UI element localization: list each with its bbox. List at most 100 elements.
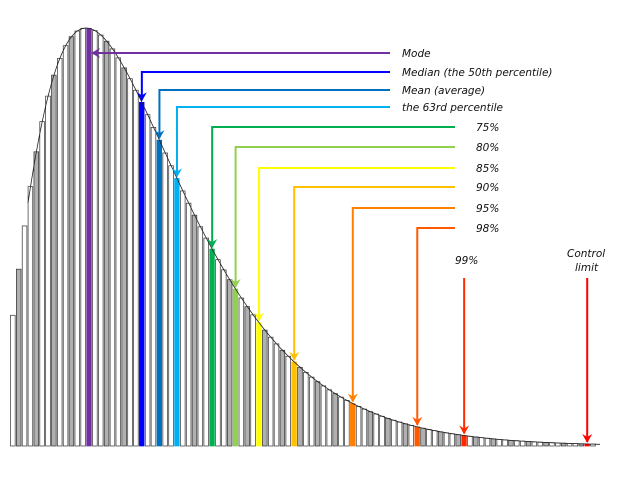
histogram-bar	[267, 336, 274, 447]
histogram-bar	[355, 406, 362, 447]
histogram-bar	[537, 441, 543, 447]
label-control-limit-line2: limit	[575, 262, 599, 274]
histogram-bar	[350, 403, 356, 447]
marker-line	[351, 207, 455, 402]
histogram-bar	[121, 67, 127, 447]
histogram-bar	[309, 376, 315, 447]
marker-labels: Mode Median (the 50th percentile) Mean (…	[402, 48, 605, 274]
arrowhead-icon	[289, 351, 300, 361]
histogram-bar	[16, 268, 22, 447]
histogram-bar	[174, 178, 180, 447]
histogram-bar	[496, 439, 502, 447]
histogram-bar	[215, 259, 221, 447]
histogram-bar	[414, 426, 420, 447]
histogram-bar	[443, 432, 450, 447]
arrowhead-icon	[254, 312, 265, 322]
histogram-bar	[150, 127, 157, 447]
histogram-bar	[314, 381, 321, 447]
histogram-bar	[543, 442, 549, 447]
marker-line	[158, 89, 390, 139]
histogram-bar	[144, 114, 151, 447]
histogram-bar	[51, 74, 57, 447]
histogram-bar	[514, 440, 520, 447]
arrowhead-icon	[136, 92, 147, 102]
marker-line	[234, 146, 455, 288]
arrowhead-icon	[459, 425, 470, 435]
histogram-bar	[98, 34, 104, 447]
arrowhead-icon	[412, 416, 423, 426]
histogram-bar	[133, 89, 139, 447]
arrowhead-icon	[230, 279, 241, 289]
histogram-bar	[262, 329, 268, 447]
histogram-bar	[74, 30, 80, 447]
label-85: 85%	[476, 163, 499, 175]
arrowhead-icon	[91, 48, 101, 58]
histogram-bar	[180, 190, 186, 447]
histogram-bar	[291, 361, 297, 447]
histogram-bar	[203, 237, 209, 447]
marker-line	[211, 126, 455, 248]
label-90: 90%	[476, 182, 499, 194]
histogram-bar	[197, 226, 204, 447]
histogram-bar	[549, 442, 555, 447]
histogram-bar	[250, 314, 256, 447]
histogram-bar	[379, 415, 385, 447]
marker-line	[258, 167, 455, 321]
histogram-bar	[402, 423, 409, 447]
histogram-bar	[408, 425, 414, 447]
label-63rd-percentile: the 63rd percentile	[402, 102, 503, 114]
histogram-bar	[232, 288, 239, 447]
label-99: 99%	[455, 255, 478, 267]
histogram-bar	[426, 429, 432, 447]
histogram-bar	[115, 57, 121, 447]
label-80: 80%	[476, 142, 499, 154]
histogram-bar	[238, 297, 245, 447]
histogram-bar	[185, 202, 192, 447]
histogram-bar	[344, 400, 350, 447]
histogram-bar	[320, 385, 327, 447]
label-mean: Mean (average)	[402, 85, 485, 97]
percentile-markers	[91, 48, 593, 443]
histogram-bar	[127, 78, 133, 447]
histogram-bar	[484, 437, 491, 447]
label-98: 98%	[476, 223, 499, 235]
marker-line	[293, 186, 455, 360]
histogram-bar	[455, 434, 461, 447]
label-mode: Mode	[402, 48, 431, 60]
histogram-bar	[303, 372, 309, 447]
histogram-bar	[490, 438, 497, 447]
histogram-bar	[285, 355, 291, 447]
histogram-bar	[103, 40, 110, 447]
histogram-bar	[473, 436, 479, 447]
histogram-bar	[525, 441, 532, 447]
histogram-bar	[478, 437, 485, 447]
histogram-bar	[449, 433, 456, 447]
histogram-bar	[86, 27, 92, 447]
histogram-bar	[326, 389, 332, 447]
histogram-bar	[62, 45, 69, 447]
histogram-bar	[209, 248, 215, 447]
histogram-bar	[221, 269, 227, 447]
histogram-bar	[467, 435, 473, 447]
histogram-bar	[367, 411, 373, 447]
histogram-bar	[338, 396, 344, 447]
histogram-bar	[109, 48, 116, 447]
histogram-bar	[191, 214, 198, 447]
histogram-bar	[45, 95, 51, 447]
arrowhead-icon	[347, 393, 358, 403]
label-75: 75%	[476, 122, 499, 134]
histogram-bar	[27, 186, 34, 447]
marker-line	[176, 106, 390, 177]
histogram-bar	[156, 139, 163, 447]
histogram-bar	[385, 417, 391, 447]
histogram-bar	[21, 225, 28, 447]
histogram-bar	[162, 152, 168, 447]
arrowhead-icon	[582, 433, 593, 443]
histogram-bar	[502, 439, 508, 447]
histogram-bar	[432, 430, 438, 447]
label-95: 95%	[476, 203, 499, 215]
arrowhead-icon	[154, 130, 165, 140]
histogram-bar	[244, 306, 250, 447]
histogram-bar	[226, 279, 233, 447]
